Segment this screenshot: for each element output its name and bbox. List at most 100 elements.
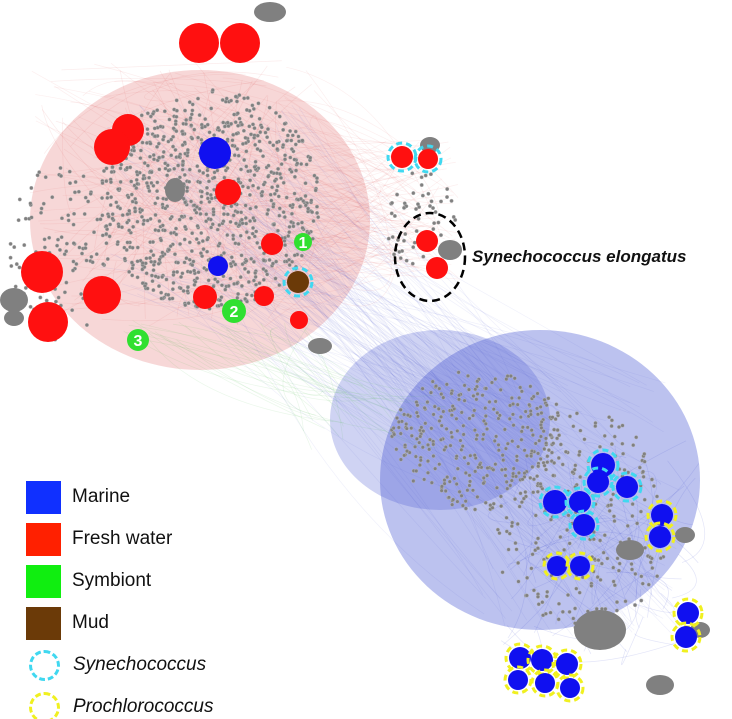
gray-node: [129, 152, 134, 157]
gray-node: [196, 135, 201, 140]
synechococcus-ring: [282, 266, 314, 298]
gray-node: [155, 196, 160, 201]
gray-node: [221, 274, 226, 279]
gray-node: [454, 416, 459, 421]
gray-node: [220, 129, 225, 134]
gray-node: [454, 454, 459, 459]
gray-node: [236, 241, 241, 246]
gray-node: [566, 513, 571, 518]
gray-node: [139, 113, 144, 118]
edge: [313, 274, 395, 307]
gray-node: [511, 466, 516, 471]
gray-node: [508, 403, 513, 408]
gray-node: [185, 285, 190, 290]
edge: [163, 157, 495, 477]
gray-node: [124, 247, 129, 252]
gray-node: [507, 531, 512, 536]
edge: [117, 171, 437, 205]
gray-node: [166, 139, 171, 144]
gray-node: [439, 199, 444, 204]
gray-node: [292, 157, 297, 162]
gray-node: [438, 437, 443, 442]
fresh-water-node: [426, 257, 448, 279]
gray-node: [71, 222, 76, 227]
gray-node: [491, 467, 496, 472]
edge: [529, 463, 700, 591]
gray-node: [425, 459, 430, 464]
gray-node: [148, 216, 153, 221]
gray-node: [180, 163, 185, 168]
gray-node: [411, 191, 416, 196]
edge: [54, 230, 190, 316]
gray-node: [198, 211, 203, 216]
gray-node: [170, 296, 175, 301]
gray-node: [414, 468, 419, 473]
gray-node: [471, 413, 476, 418]
gray-node: [402, 453, 407, 458]
edge: [274, 153, 618, 494]
edge: [72, 120, 229, 307]
gray-node: [535, 546, 540, 551]
gray-node: [178, 242, 183, 247]
edge: [303, 226, 425, 259]
edge: [507, 551, 528, 639]
edge: [282, 323, 316, 416]
gray-node: [499, 504, 504, 509]
gray-node: [411, 245, 416, 250]
gray-node: [241, 128, 246, 133]
gray-node: [396, 425, 401, 430]
gray-node: [133, 196, 138, 201]
gray-node: [483, 421, 488, 426]
gray-node: [404, 422, 409, 427]
fresh-water-node: [94, 129, 130, 165]
gray-node: [571, 616, 576, 621]
edge: [123, 238, 456, 262]
gray-node: [232, 153, 237, 158]
gray-node: [155, 144, 160, 149]
gray-node: [620, 441, 625, 446]
gray-node: [546, 396, 551, 401]
marine-node: [556, 653, 578, 675]
edge: [200, 184, 228, 212]
legend-synechococcus: Synechococcus: [26, 644, 213, 686]
gray-node: [182, 237, 187, 242]
gray-node: [272, 178, 277, 183]
edge: [284, 322, 410, 403]
gray-node: [210, 222, 215, 227]
gray-node: [271, 204, 276, 209]
gray-node: [67, 169, 72, 174]
edge: [292, 262, 392, 291]
gray-node: [149, 170, 154, 175]
gray-node: [59, 235, 64, 240]
edge: [200, 161, 453, 237]
gray-node: [445, 195, 450, 200]
gray-node: [630, 567, 635, 572]
edge: [51, 78, 267, 87]
gray-node: [658, 556, 663, 561]
gray-node: [402, 205, 407, 210]
gray-node: [524, 593, 529, 598]
gray-node: [296, 134, 301, 139]
gray-node: [250, 231, 255, 236]
gray-node: [283, 153, 288, 158]
gray-node: [622, 467, 627, 472]
gray-node: [180, 167, 185, 172]
gray-node: [139, 214, 144, 219]
gray-node: [145, 218, 150, 223]
gray-node: [196, 96, 201, 101]
edge: [38, 175, 399, 222]
gray-node: [504, 479, 509, 484]
gray-node: [516, 470, 521, 475]
gray-node: [437, 418, 442, 423]
gray-node: [221, 219, 226, 224]
gray-node: [243, 135, 248, 140]
gray-node: [277, 206, 282, 211]
edge: [76, 65, 268, 267]
gray-node: [481, 418, 486, 423]
gray-node: [487, 399, 492, 404]
gray-node: [237, 223, 242, 228]
gray-node: [493, 377, 498, 382]
gray-node: [284, 195, 289, 200]
gray-node: [189, 123, 194, 128]
edge: [231, 120, 515, 429]
